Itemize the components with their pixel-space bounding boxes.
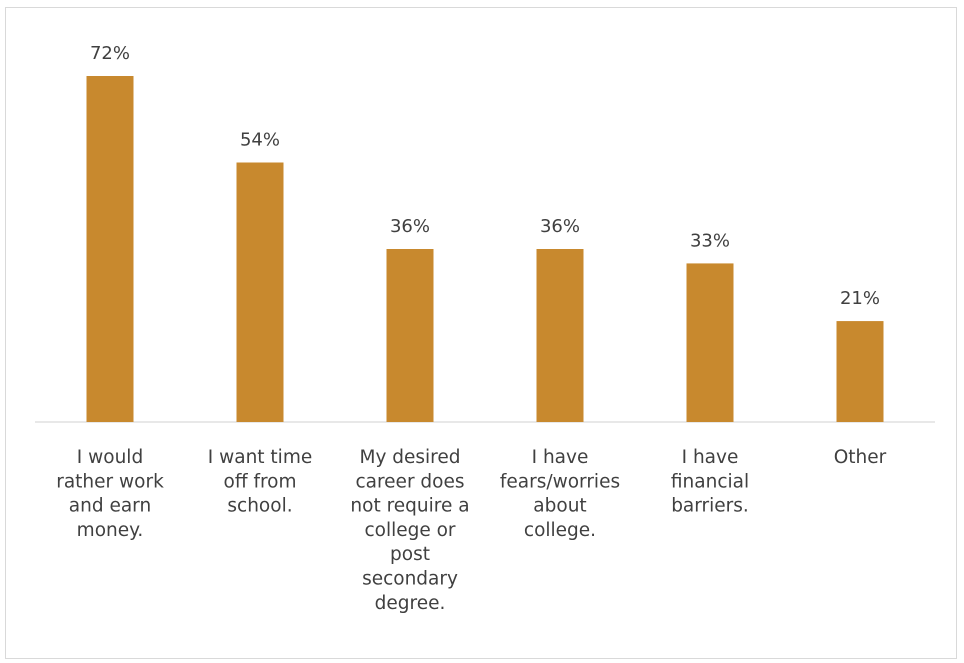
category-label-line: post — [390, 544, 430, 565]
category-label-line: Other — [834, 447, 887, 468]
bars-group — [86, 76, 884, 422]
category-label-1: I would rather work and earn money. — [56, 447, 164, 541]
category-label-line: I would — [77, 447, 143, 468]
category-label-line: college or — [364, 520, 455, 541]
category-label-6: Other — [834, 447, 887, 468]
category-label-line: barriers. — [671, 496, 749, 517]
category-label-line: and earn — [69, 496, 151, 517]
category-label-line: money. — [77, 520, 144, 541]
category-label-4: I have fears/worries about college. — [500, 447, 620, 541]
bar-3 — [386, 249, 434, 422]
category-label-line: I want time — [208, 447, 312, 468]
chart-frame — [5, 7, 957, 659]
category-label-line: secondary — [362, 569, 458, 590]
category-label-line: I have — [532, 447, 589, 468]
category-label-3: My desired career does not require a colleg… — [350, 447, 469, 614]
category-labels-group: I would rather work and earn money. I want t… — [56, 447, 886, 614]
category-label-line: I have — [682, 447, 739, 468]
bar-1 — [86, 76, 134, 422]
value-label-1: 72% — [90, 43, 130, 64]
value-label-6: 21% — [840, 288, 880, 309]
value-labels-group: 72% 54% 36% 36% 33% 21% — [90, 43, 880, 309]
category-label-line: rather work — [56, 471, 164, 492]
bar-6 — [836, 321, 884, 422]
category-label-line: college. — [524, 520, 596, 541]
bar-5 — [686, 263, 734, 422]
value-label-4: 36% — [540, 216, 580, 237]
value-label-5: 33% — [690, 230, 730, 251]
category-label-line: fears/worries — [500, 471, 620, 492]
category-label-line: off from — [224, 471, 297, 492]
category-label-line: financial — [671, 471, 749, 492]
category-label-line: degree. — [375, 593, 446, 614]
category-label-line: not require a — [350, 496, 469, 517]
bar-2 — [236, 162, 284, 422]
value-label-3: 36% — [390, 216, 430, 237]
value-label-2: 54% — [240, 130, 280, 151]
category-label-line: about — [533, 496, 586, 517]
category-label-line: career does — [355, 471, 464, 492]
category-label-line: school. — [227, 496, 292, 517]
category-label-5: I have financial barriers. — [671, 447, 749, 517]
bar-4 — [536, 249, 584, 422]
category-label-2: I want time off from school. — [208, 447, 312, 517]
category-label-line: My desired — [359, 447, 460, 468]
